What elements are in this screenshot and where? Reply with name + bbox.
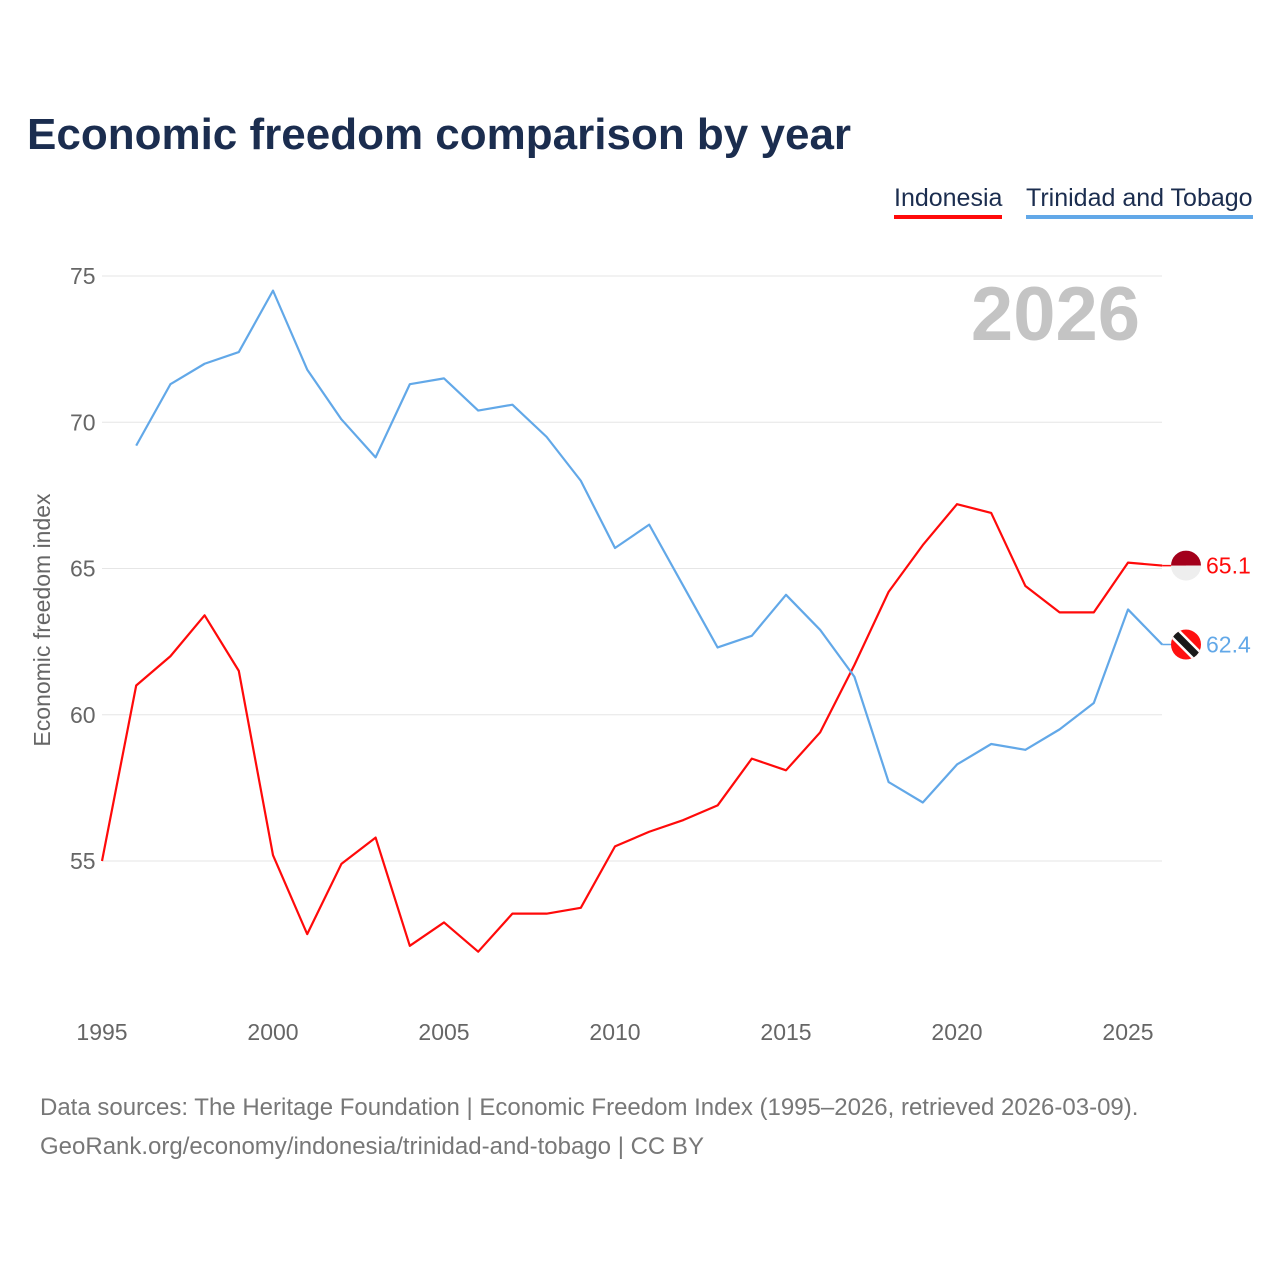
x-tick-label: 2000 <box>247 1019 298 1045</box>
chart-title: Economic freedom comparison by year <box>27 110 852 159</box>
flag-black-band <box>1171 629 1201 660</box>
year-watermark: 2026 <box>971 272 1140 357</box>
source-line-2[interactable]: GeoRank.org/economy/indonesia/trinidad-a… <box>40 1133 704 1160</box>
series-line-trinidad-and-tobago <box>135 289 1163 804</box>
y-axis-label: Economic freedom index <box>29 493 55 747</box>
flag-red <box>1171 550 1201 566</box>
x-tick-label: 1995 <box>76 1019 127 1045</box>
flag-white <box>1171 565 1201 581</box>
y-tick-label: 55 <box>70 848 96 874</box>
trinidad-flag-icon <box>1171 629 1201 660</box>
source-line-1: Data sources: The Heritage Foundation | … <box>40 1094 1139 1121</box>
series-line-indonesia <box>100 503 1163 953</box>
x-tick-label: 2020 <box>931 1019 982 1045</box>
source-note: Data sources: The Heritage Foundation | … <box>40 1088 1138 1166</box>
y-tick-label: 70 <box>70 409 96 435</box>
y-tick-label: 60 <box>70 702 96 728</box>
legend-trinidad-and-tobago[interactable]: Trinidad and Tobago <box>1026 184 1253 219</box>
x-tick-label: 2010 <box>589 1019 640 1045</box>
x-tick-label: 2015 <box>760 1019 811 1045</box>
end-value-label: 65.1 <box>1206 553 1251 579</box>
legend-indonesia[interactable]: Indonesia <box>894 184 1003 219</box>
y-tick-label: 65 <box>70 556 96 582</box>
indonesia-flag-icon <box>1171 550 1201 581</box>
x-tick-label: 2025 <box>1102 1019 1153 1045</box>
y-tick-label: 75 <box>70 263 96 289</box>
x-tick-label: 2005 <box>418 1019 469 1045</box>
end-value-label: 62.4 <box>1206 632 1251 658</box>
